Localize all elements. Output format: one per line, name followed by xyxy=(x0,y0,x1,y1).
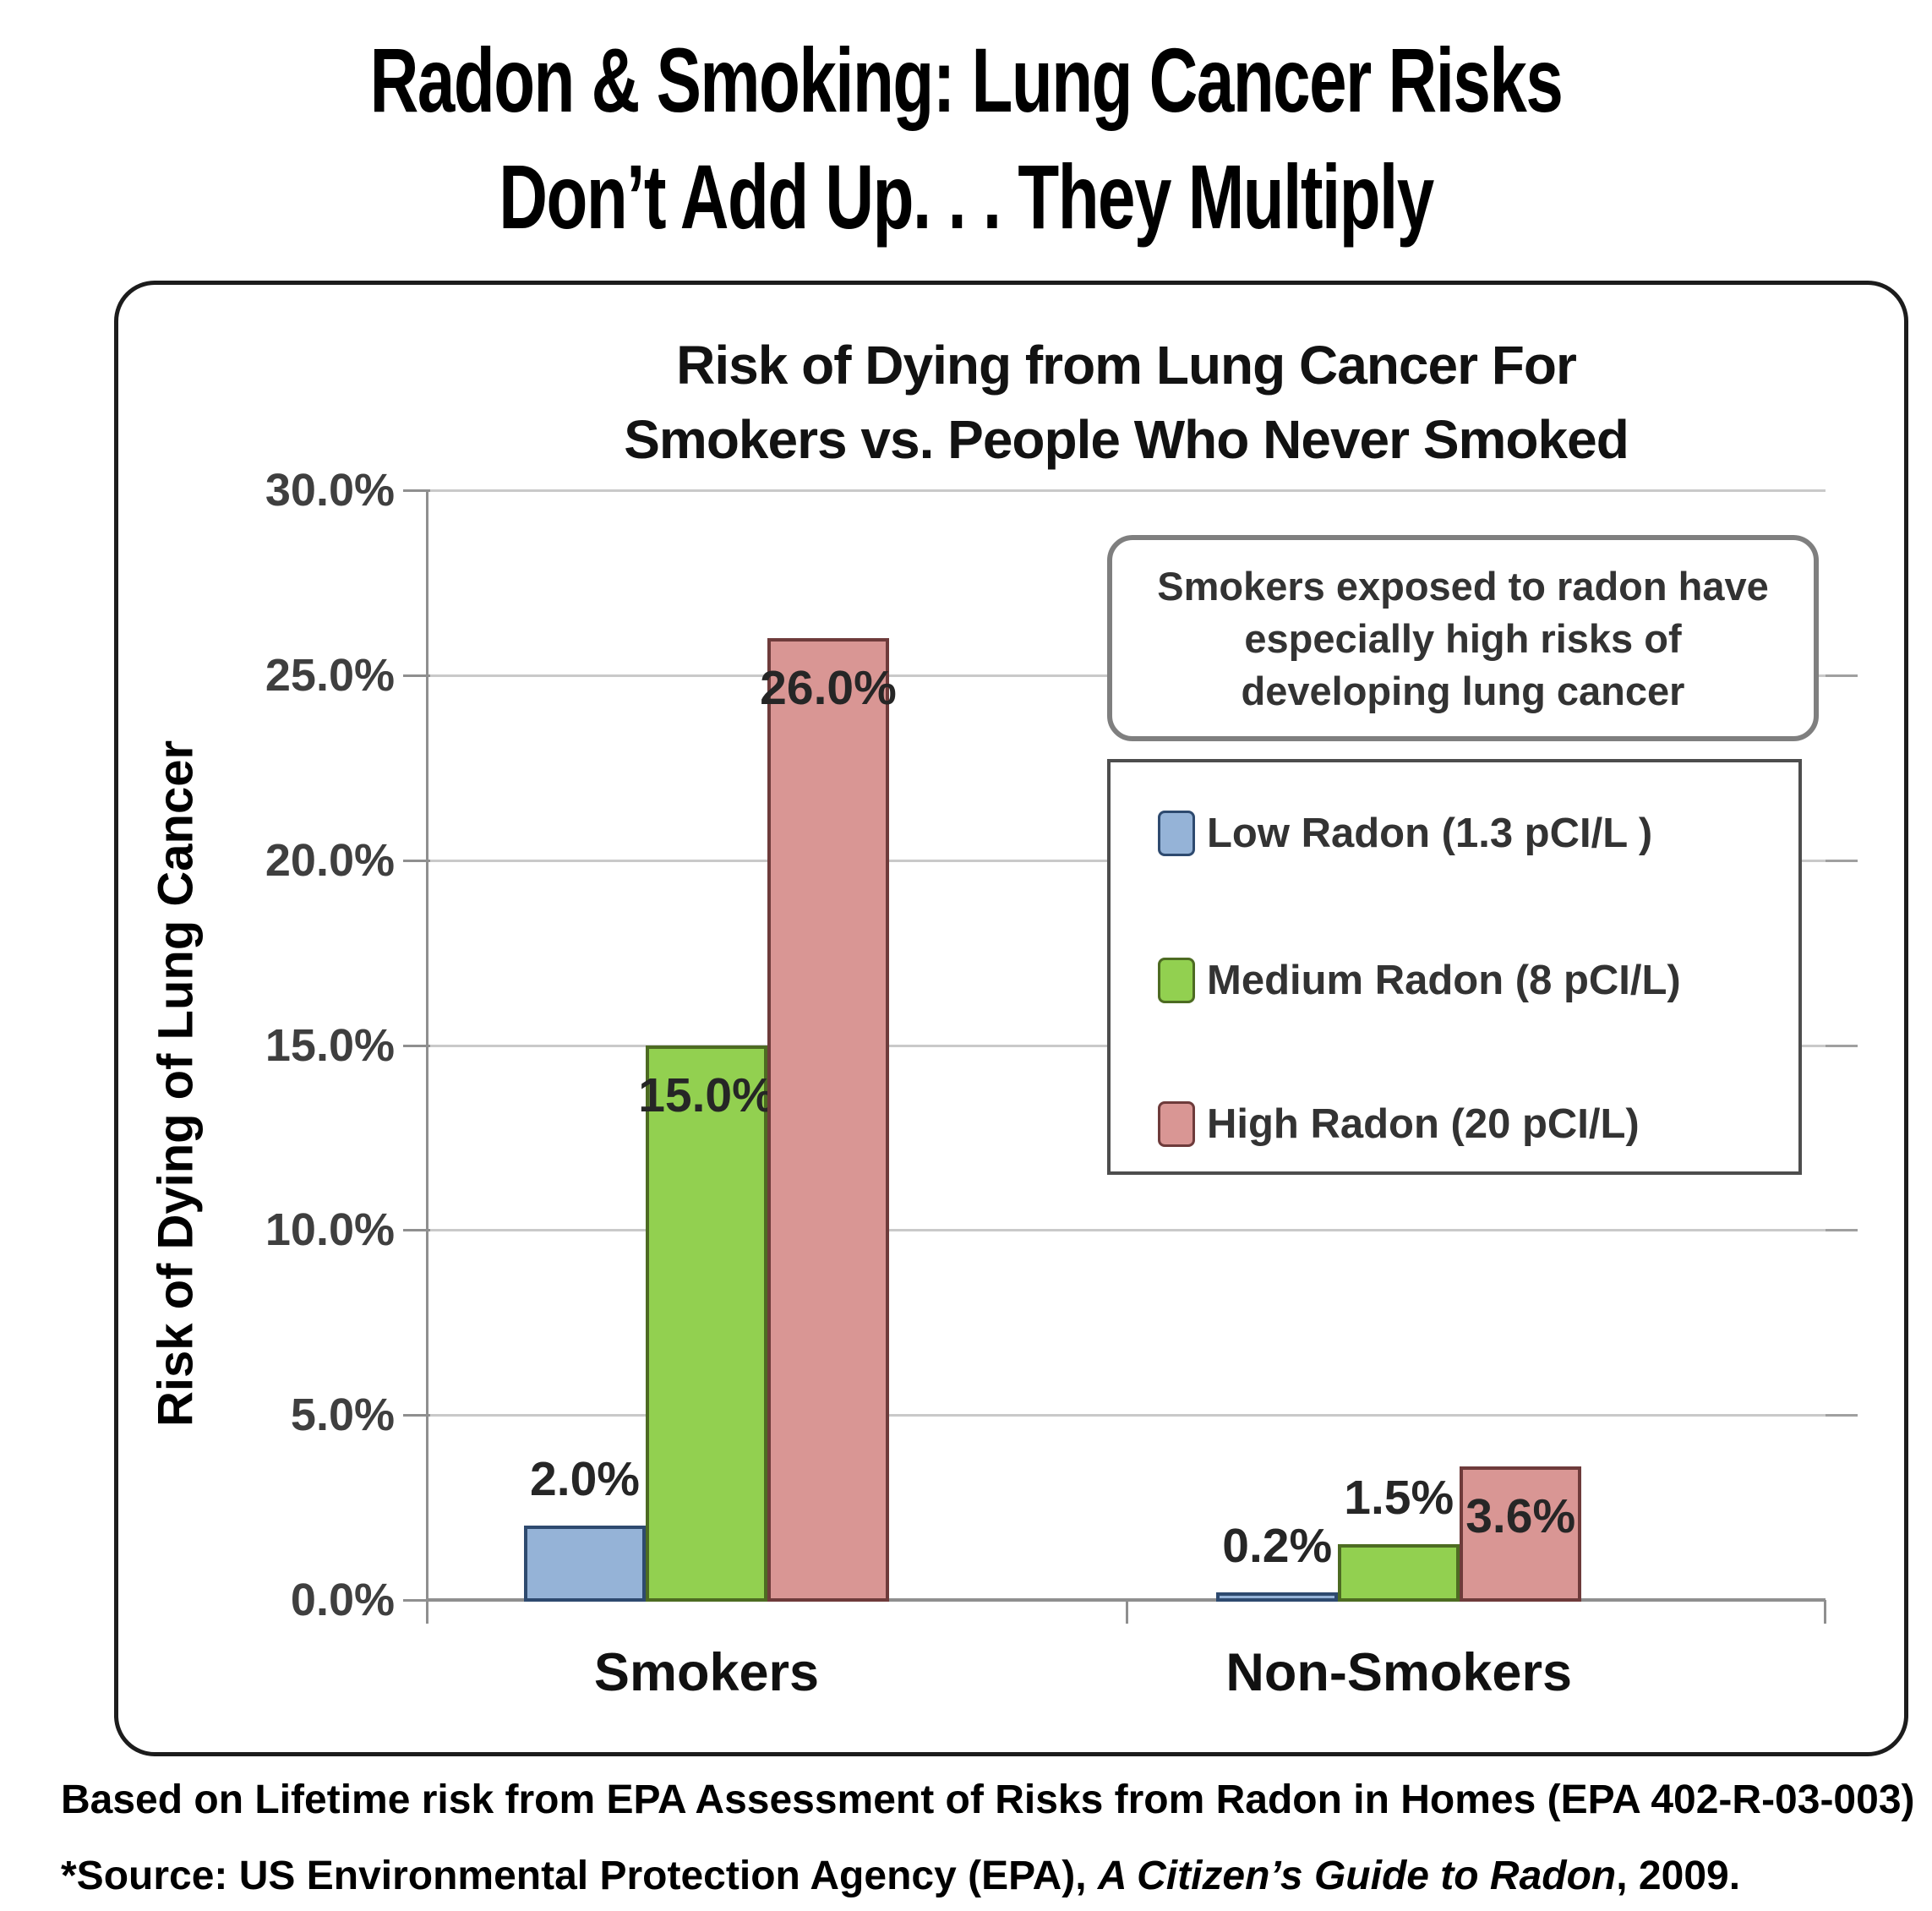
legend-label: High Radon (20 pCI/L) xyxy=(1207,1101,1640,1147)
footer-source-line-1: Based on Lifetime risk from EPA Assessme… xyxy=(61,1777,1915,1822)
y-tick-mark-30.0% xyxy=(403,489,430,492)
y-tick-mark-5.0% xyxy=(403,1414,430,1417)
legend-item-low-radon: Low Radon (1.3 pCI/L ) xyxy=(1158,806,1652,860)
footer-line2-prefix: *Source: US Environmental Protection Age… xyxy=(61,1854,1098,1898)
value-label-smokers-medium-radon: 15.0% xyxy=(638,1067,775,1122)
y-tick-label-20.0%: 20.0% xyxy=(265,834,395,886)
y-tick-label-15.0%: 15.0% xyxy=(265,1019,395,1071)
bar-smokers-medium-radon xyxy=(646,1045,767,1602)
bar-non-smokers-high-radon xyxy=(1460,1466,1582,1602)
footer-source-line-2: *Source: US Environmental Protection Age… xyxy=(61,1853,1740,1899)
y-tick-label-25.0%: 25.0% xyxy=(265,649,395,701)
value-label-non-smokers-low-radon: 0.2% xyxy=(1222,1519,1333,1574)
footer-line2-suffix: , 2009. xyxy=(1616,1854,1741,1898)
footer-line2-italic-title: A Citizen’s Guide to Radon xyxy=(1097,1854,1617,1898)
y-tick-mark-20.0% xyxy=(403,859,430,862)
legend-label: Medium Radon (8 pCI/L) xyxy=(1207,958,1681,1003)
category-label-smokers: Smokers xyxy=(593,1643,820,1702)
y-tick-mark-0.0% xyxy=(403,1599,430,1602)
y-tick-mark-10.0% xyxy=(403,1229,430,1232)
value-label-smokers-high-radon: 26.0% xyxy=(760,661,897,716)
y-tick-label-5.0%: 5.0% xyxy=(290,1390,395,1441)
bar-smokers-high-radon xyxy=(767,638,889,1602)
right-tick-mark-5.0% xyxy=(1826,1414,1858,1417)
chart-title-line-1: Risk of Dying from Lung Cancer For xyxy=(676,335,1577,396)
legend-item-high-radon: High Radon (20 pCI/L) xyxy=(1158,1097,1640,1151)
gridline-5.0% xyxy=(427,1414,1826,1417)
legend-swatch-icon xyxy=(1158,811,1195,856)
page-title: Radon & Smoking: Lung Cancer Risks Don’t… xyxy=(0,22,1932,255)
value-label-smokers-low-radon: 2.0% xyxy=(530,1452,640,1507)
y-tick-mark-25.0% xyxy=(403,674,430,677)
y-axis-title: Risk of Dying of Lung Cancer xyxy=(148,740,204,1428)
right-tick-mark-20.0% xyxy=(1826,859,1858,862)
y-tick-label-0.0%: 0.0% xyxy=(290,1575,395,1625)
y-tick-mark-15.0% xyxy=(403,1044,430,1047)
legend: Low Radon (1.3 pCI/L ) Medium Radon (8 pC… xyxy=(1107,759,1802,1175)
page-title-line-2: Don’t Add Up. . . They Multiply xyxy=(499,145,1434,248)
plot-area: 0.0% 5.0% 10.0% 15.0% 20.0% 25.0% 30.0% 2.0% 15.… xyxy=(265,465,1858,1702)
annotation-line-3: developing lung cancer xyxy=(1241,669,1685,713)
right-tick-mark-25.0% xyxy=(1826,674,1858,677)
category-label-non-smokers: Non-Smokers xyxy=(1225,1643,1573,1702)
category-axis-tick-right xyxy=(1824,1600,1826,1624)
chart-title: Risk of Dying from Lung Cancer For Smoke… xyxy=(427,328,1826,477)
bar-non-smokers-medium-radon xyxy=(1338,1544,1460,1602)
bar-smokers-low-radon xyxy=(524,1526,646,1602)
legend-swatch-icon xyxy=(1158,958,1195,1003)
chart-title-line-2: Smokers vs. People Who Never Smoked xyxy=(624,409,1629,470)
gridline-30.0% xyxy=(427,489,1826,492)
y-tick-label-30.0%: 30.0% xyxy=(265,465,395,516)
value-label-non-smokers-medium-radon: 1.5% xyxy=(1344,1471,1454,1526)
annotation-line-1: Smokers exposed to radon have xyxy=(1157,564,1769,609)
legend-label: Low Radon (1.3 pCI/L ) xyxy=(1207,811,1653,856)
legend-swatch-icon xyxy=(1158,1101,1195,1147)
value-label-non-smokers-high-radon: 3.6% xyxy=(1465,1489,1576,1544)
page-title-line-1: Radon & Smoking: Lung Cancer Risks xyxy=(369,29,1564,131)
y-axis-line xyxy=(426,490,428,1624)
bar-non-smokers-low-radon xyxy=(1216,1592,1339,1602)
annotation-box: Smokers exposed to radon have especially… xyxy=(1107,535,1819,741)
legend-item-medium-radon: Medium Radon (8 pCI/L) xyxy=(1158,953,1681,1007)
gridline-10.0% xyxy=(427,1229,1826,1232)
category-axis-tick-middle xyxy=(1125,1600,1128,1624)
annotation-line-2: especially high risks of xyxy=(1244,616,1682,661)
right-tick-mark-15.0% xyxy=(1826,1044,1858,1047)
right-tick-mark-10.0% xyxy=(1826,1229,1858,1232)
y-tick-label-10.0%: 10.0% xyxy=(265,1204,395,1256)
